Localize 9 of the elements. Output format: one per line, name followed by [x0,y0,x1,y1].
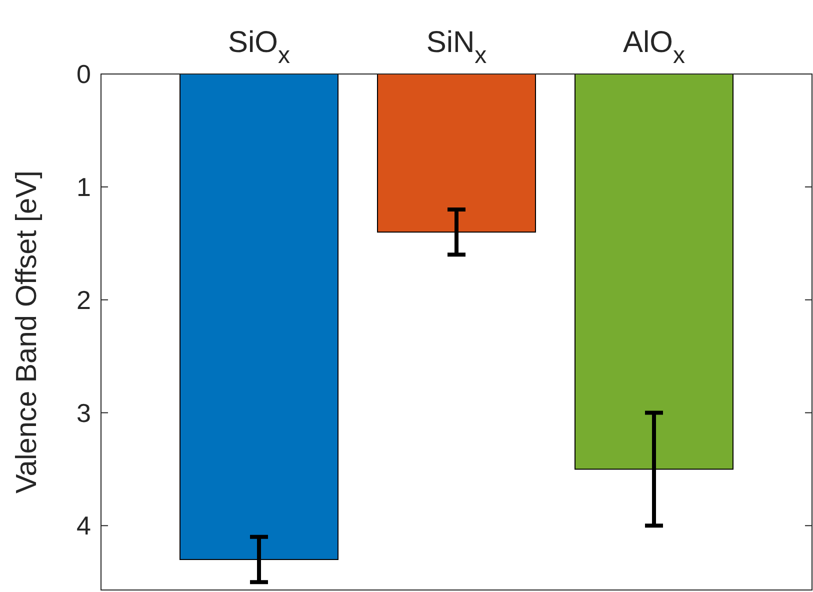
y-tick-label: 2 [76,284,91,315]
y-tick-label: 1 [76,172,91,202]
x-tick-label: SiN$_{x}$ [426,26,487,69]
y-tick-label: 4 [76,510,91,541]
x-tick-label: AlO$_{x}$ [622,26,686,69]
y-axis-title: Valence Band Offset [eV] [11,170,43,494]
x-tick-label: SiO$_{x}$ [228,26,290,69]
y-tick-label: 3 [76,398,91,428]
y-tick-label: 0 [76,59,91,90]
